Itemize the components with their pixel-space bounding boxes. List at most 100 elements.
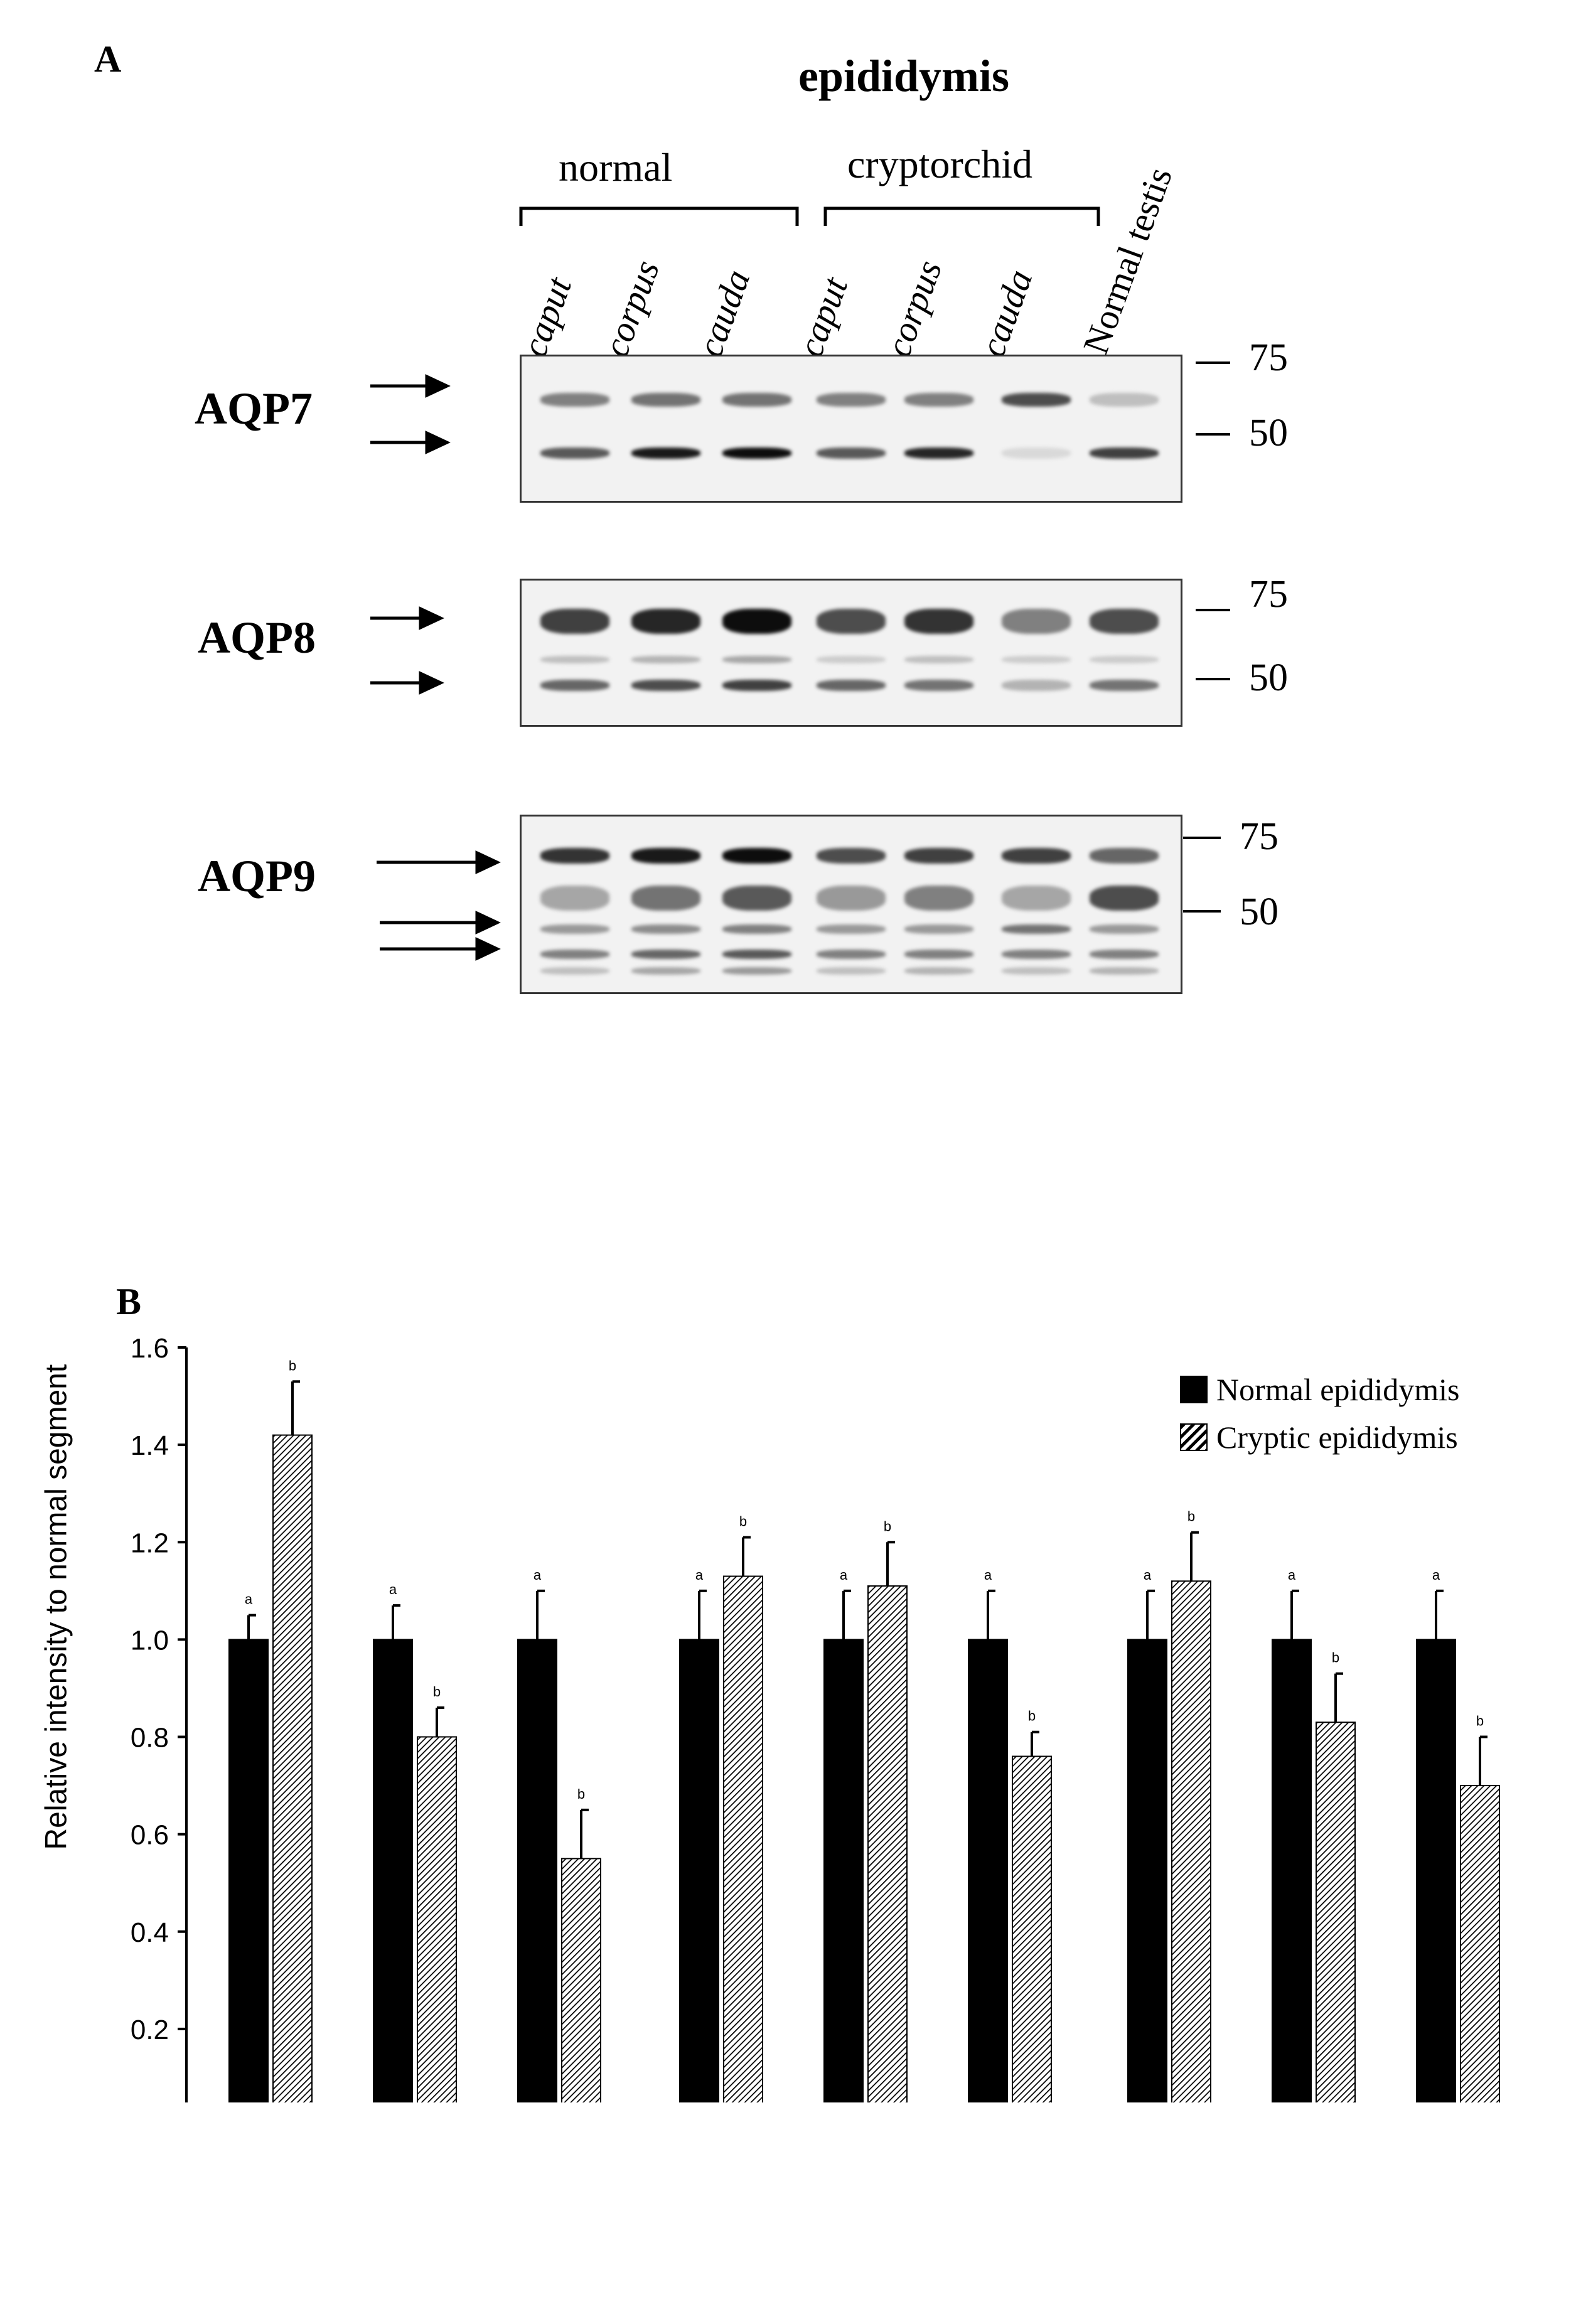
bar: [561, 1858, 601, 2102]
blot-band: [904, 950, 973, 959]
western-blot-aqp8: [520, 579, 1182, 727]
significance-letter: b: [1187, 1509, 1195, 1524]
bar: [823, 1639, 864, 2102]
significance-letter: a: [840, 1567, 848, 1583]
blot-band: [631, 393, 700, 407]
blot-band: [631, 950, 700, 959]
legend-item-normal: Normal epididymis: [1180, 1371, 1459, 1408]
blot-band: [540, 680, 609, 691]
band-arrow: [370, 671, 444, 695]
bar: [1460, 1785, 1500, 2102]
bar-chart: 0.2 0.4 0.6 0.8 1.0 1.2 1.4 1.6 a b a b a b a b a b a b a b a b…: [131, 1333, 1500, 2102]
significance-letter: b: [739, 1513, 747, 1529]
blot-band: [1002, 680, 1071, 691]
significance-letter: a: [695, 1567, 704, 1583]
significance-letter: b: [577, 1786, 585, 1802]
y-tick-label: 1.0: [131, 1625, 169, 1656]
bar: [867, 1585, 908, 2102]
blot-title: epididymis: [798, 51, 1010, 101]
blot-band: [817, 848, 886, 864]
blot-band: [1090, 447, 1159, 459]
band-arrow: [370, 374, 451, 398]
blot-band: [904, 848, 973, 864]
y-tick-label: 0.4: [131, 1917, 169, 1948]
blot-band: [817, 967, 886, 975]
blot-band: [817, 656, 886, 663]
mw-marker: 75: [1249, 573, 1288, 616]
protein-label: AQP7: [195, 383, 313, 434]
significance-letter: b: [1028, 1708, 1036, 1724]
blot-band: [722, 393, 791, 407]
mw-marker: 50: [1240, 891, 1278, 933]
y-tick-label: 1.6: [131, 1333, 169, 1364]
blot-band: [1090, 950, 1159, 959]
blot-band: [722, 886, 791, 911]
significance-letter: b: [884, 1518, 891, 1534]
significance-letter: b: [1332, 1650, 1339, 1666]
bracket-normal: [519, 206, 799, 226]
protein-label: AQP8: [198, 613, 316, 663]
bar: [517, 1639, 557, 2102]
blot-band: [1002, 393, 1071, 407]
bar: [679, 1639, 719, 2102]
western-blot-aqp9: [520, 815, 1182, 994]
blot-band: [540, 886, 609, 911]
blot-band: [817, 393, 886, 407]
legend-swatch-hatched: [1180, 1423, 1208, 1451]
bar: [1171, 1580, 1211, 2102]
blot-band: [722, 950, 791, 959]
panel-b-letter: B: [116, 1281, 142, 1322]
blot-band: [817, 886, 886, 911]
legend-label: Normal epididymis: [1216, 1372, 1460, 1407]
blot-band: [631, 447, 700, 459]
bar: [1272, 1639, 1312, 2102]
blot-annotations: [370, 206, 1230, 961]
mw-marker: 75: [1249, 336, 1288, 379]
bar: [228, 1639, 269, 2102]
blot-band: [904, 967, 973, 975]
bar: [723, 1575, 763, 2102]
blot-band: [540, 950, 609, 959]
protein-label: AQP9: [198, 851, 316, 901]
y-tick-label: 0.6: [131, 1820, 169, 1851]
group-label-normal: normal: [559, 145, 673, 190]
blot-band: [904, 393, 973, 407]
band-arrow: [380, 911, 501, 934]
blot-band: [722, 924, 791, 934]
y-tick-label: 0.2: [131, 2015, 169, 2045]
blot-band: [817, 447, 886, 459]
blot-band: [817, 924, 886, 934]
bar: [1127, 1639, 1167, 2102]
blot-band: [722, 848, 791, 864]
blot-band: [904, 447, 973, 459]
blot-band: [540, 656, 609, 663]
blot-band: [722, 680, 791, 691]
blot-band: [817, 609, 886, 634]
blot-band: [1002, 950, 1071, 959]
panel-a-letter: A: [94, 38, 122, 80]
blot-band: [722, 656, 791, 663]
blot-band: [1002, 609, 1071, 634]
mw-marker: 50: [1249, 412, 1288, 454]
blot-band: [1090, 967, 1159, 975]
blot-band: [1002, 656, 1071, 663]
blot-band: [904, 680, 973, 691]
mw-marker: 75: [1240, 815, 1278, 858]
y-tick-label: 1.4: [131, 1430, 169, 1461]
bar: [968, 1639, 1008, 2102]
blot-band: [904, 656, 973, 663]
legend-label: Cryptic epididymis: [1216, 1420, 1458, 1455]
y-tick-label: 1.2: [131, 1528, 169, 1558]
blot-band: [1090, 886, 1159, 911]
band-arrow: [377, 850, 501, 874]
blot-band: [1002, 967, 1071, 975]
bar: [373, 1639, 413, 2102]
legend-item-cryptic: Cryptic epididymis: [1180, 1419, 1459, 1455]
bar: [417, 1736, 457, 2102]
blot-band: [817, 950, 886, 959]
blot-band: [1002, 924, 1071, 934]
blot-band: [631, 967, 700, 975]
blot-band: [722, 967, 791, 975]
significance-letter: a: [1288, 1567, 1296, 1583]
blot-band: [904, 609, 973, 634]
